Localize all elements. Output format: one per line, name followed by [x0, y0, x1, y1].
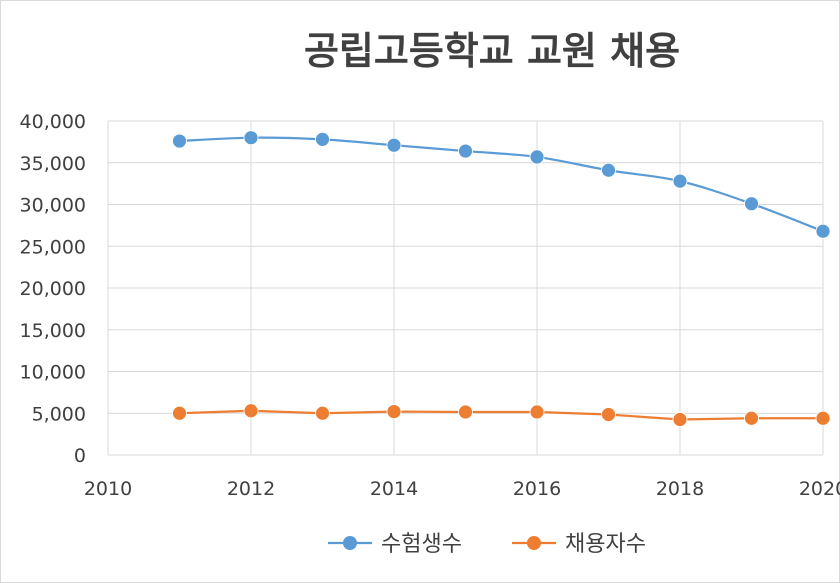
series — [172, 130, 831, 427]
data-point — [458, 143, 473, 159]
y-tick-label: 5,000 — [32, 403, 86, 425]
legend-label: 채용자수 — [565, 532, 646, 557]
data-point — [672, 412, 688, 427]
data-point — [744, 196, 759, 212]
axes: 0 5,000 10,000 15,000 20,000 25,000 30,000 35,0… — [20, 111, 840, 500]
data-point — [172, 133, 187, 149]
y-tick-label: 20,000 — [20, 278, 86, 300]
data-point — [458, 404, 473, 420]
x-tick-label: 2010 — [84, 478, 132, 500]
data-point — [386, 404, 402, 419]
data-point — [815, 223, 831, 239]
data-point — [315, 405, 330, 421]
data-point — [601, 407, 616, 422]
data-point — [172, 405, 187, 421]
x-tick-label: 2012 — [227, 478, 275, 500]
y-tick-label: 25,000 — [20, 236, 86, 258]
data-point — [815, 410, 831, 426]
data-point — [529, 149, 545, 165]
x-tick-label: 2014 — [370, 478, 418, 500]
chart-title: 공립고등학교 교원 채용 — [304, 29, 680, 73]
data-point — [243, 130, 259, 146]
data-point — [315, 131, 330, 147]
x-tick-label: 2020 — [799, 478, 840, 500]
x-tick-label: 2016 — [513, 478, 561, 500]
data-point — [386, 137, 402, 153]
y-tick-label: 10,000 — [20, 362, 86, 384]
legend-marker — [527, 536, 541, 550]
legend: 수험생수 채용자수 — [328, 532, 646, 557]
y-tick-label: 30,000 — [20, 195, 86, 217]
y-tick-label: 0 — [74, 445, 86, 467]
y-tick-label: 35,000 — [20, 153, 86, 175]
legend-marker — [343, 536, 357, 550]
legend-label: 수험생수 — [381, 532, 462, 557]
y-tick-label: 15,000 — [20, 320, 86, 342]
data-point — [601, 162, 616, 178]
data-point — [243, 403, 259, 419]
data-point — [672, 173, 688, 189]
series-line-0 — [179, 136, 824, 233]
data-point — [529, 404, 545, 420]
x-tick-label: 2018 — [656, 478, 704, 500]
y-tick-label: 40,000 — [20, 111, 86, 133]
data-point — [744, 410, 759, 426]
series-line-1 — [179, 409, 823, 421]
